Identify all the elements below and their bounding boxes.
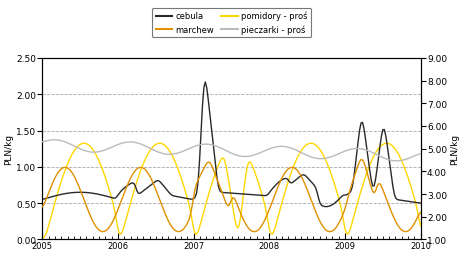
- Y-axis label: PLN/kg: PLN/kg: [4, 134, 13, 165]
- Y-axis label: PLN/kg: PLN/kg: [450, 134, 459, 165]
- Legend: cebula, marchew, pomidory - proś, pieczarki - proś: cebula, marchew, pomidory - proś, piecza…: [152, 9, 311, 38]
